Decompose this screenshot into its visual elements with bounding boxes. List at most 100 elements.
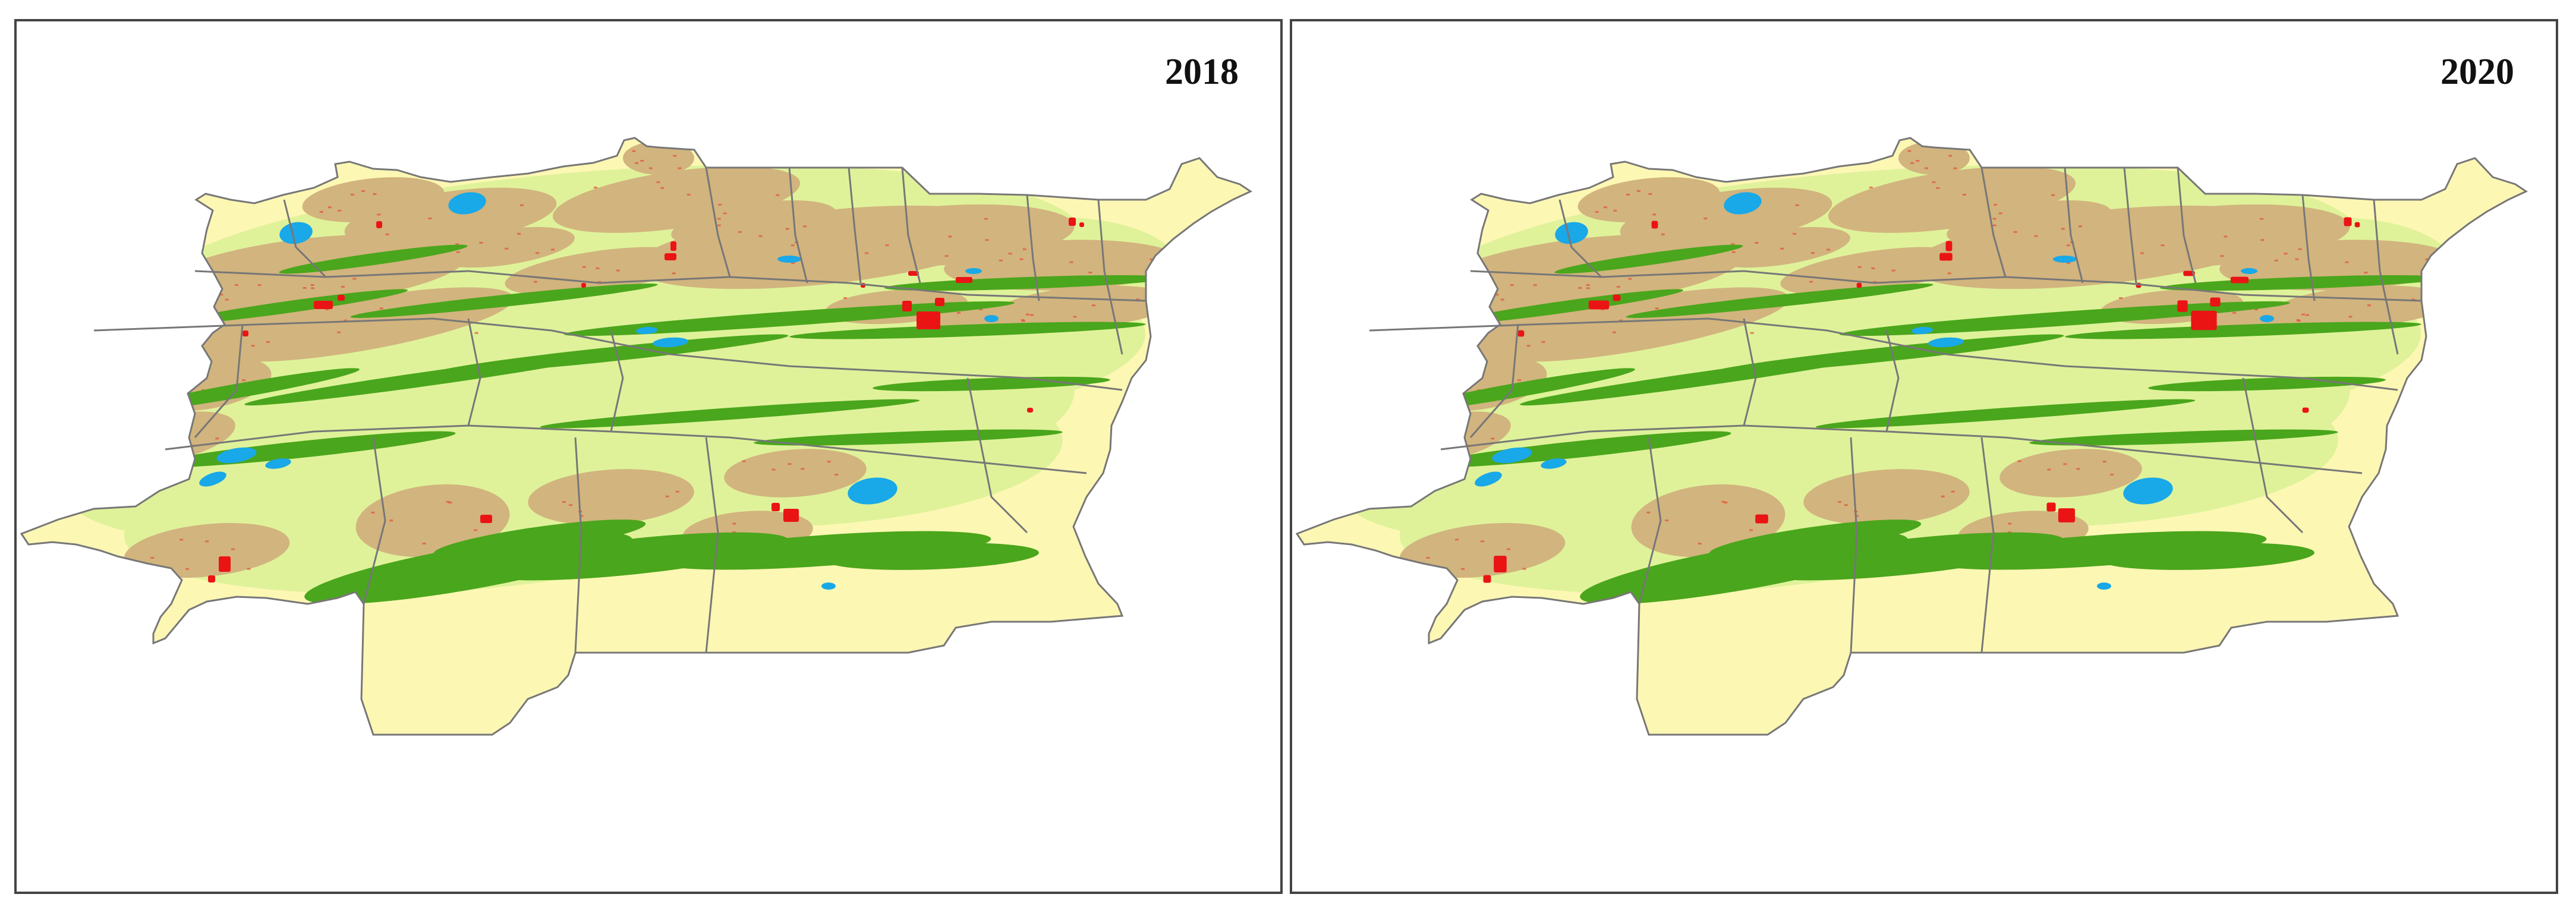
farmland-speckle: [1636, 190, 1640, 193]
farmland-speckle: [2411, 298, 2416, 301]
farmland-speckle: [455, 243, 459, 245]
farmland-speckle: [1628, 278, 1632, 280]
farmland-speckle: [1731, 251, 1736, 253]
forest-area: [1709, 334, 2064, 374]
farmland-speckle: [2078, 225, 2082, 228]
farmland-speckle: [2224, 235, 2228, 238]
urban-area: [1517, 330, 1525, 337]
farmland-speckle: [536, 252, 540, 254]
county-boundary: [1980, 437, 1995, 653]
farmland-speckle: [198, 292, 202, 295]
map-panel-2018: 2018: [14, 19, 1283, 894]
farmland-speckle: [1069, 261, 1073, 263]
water-body: [1555, 222, 1588, 244]
farmland-speckle: [341, 286, 345, 288]
urban-area: [1651, 221, 1658, 229]
farmland-speckle: [1603, 206, 1607, 209]
map-panel-2020: 2020: [1290, 19, 2558, 894]
urban-area: [1856, 282, 1862, 288]
county-boundary: [194, 270, 1147, 302]
farmland-speckle: [678, 167, 682, 169]
county-boundary: [363, 437, 386, 605]
county-boundary: [610, 330, 624, 432]
farmland-speckle: [2260, 239, 2265, 241]
farmland-speckle: [1992, 224, 1996, 226]
urban-area: [480, 515, 492, 523]
farmland-speckle: [648, 167, 653, 169]
farmland-speckle: [1467, 294, 1472, 297]
farmland-speckle: [2274, 259, 2278, 262]
forest-area: [1554, 244, 1743, 274]
farmland-speckle: [1481, 540, 1485, 543]
county-boundary: [788, 167, 808, 284]
farmland-speckle: [788, 463, 792, 465]
farmland-speckle: [1655, 307, 1659, 310]
farmland-speckle: [802, 225, 807, 228]
farmland-speckle: [1578, 287, 1582, 289]
urban-area: [1193, 241, 1199, 247]
farmland-speckle: [1932, 181, 1936, 184]
farmland-speckle: [580, 515, 584, 517]
forest-area: [172, 289, 408, 325]
farmland-speckle: [758, 235, 763, 237]
farmland-speckle: [1088, 272, 1092, 274]
farmland-speckle: [182, 432, 186, 435]
farmland-speckle: [1008, 253, 1012, 255]
farmland-speckle: [957, 311, 961, 314]
farmland-speckle: [266, 341, 270, 343]
forest-area: [350, 284, 658, 318]
forest-area: [659, 531, 991, 570]
farmland-speckle: [2013, 231, 2017, 233]
county-boundary: [966, 377, 1028, 534]
farmland-speckle: [1471, 336, 1475, 339]
region-outline: [20, 137, 1253, 736]
farmland-speckle: [616, 269, 620, 272]
water-body: [1724, 192, 1762, 215]
farmland-area: [623, 141, 694, 175]
farmland-speckle: [448, 501, 452, 503]
farmland-speckle: [2345, 261, 2349, 263]
farmland-speckle: [686, 194, 691, 196]
water-body: [2053, 256, 2077, 263]
farmland-speckle: [2232, 311, 2237, 314]
farmland-speckle: [219, 294, 223, 296]
farmland-speckle: [885, 244, 889, 247]
forest-area: [1934, 531, 2267, 570]
farmland-area: [433, 226, 575, 268]
forest-area: [433, 334, 789, 374]
urban-area: [2468, 241, 2476, 248]
farmland-speckle: [2297, 320, 2301, 322]
farmland-speckle: [344, 319, 348, 322]
farmland-speckle: [2284, 253, 2288, 255]
forest-area: [433, 520, 646, 558]
farmland-speckle: [373, 193, 377, 195]
farmland-speckle: [2348, 316, 2353, 318]
farmland-speckle: [1844, 504, 1848, 506]
urban-area: [2177, 300, 2188, 312]
county-boundary: [93, 317, 1123, 391]
farmland-speckle: [1533, 284, 1537, 287]
forest-area: [884, 275, 1170, 291]
farmland-speckle: [179, 539, 184, 541]
farmland-speckle: [2007, 531, 2011, 533]
farmland-speckle: [732, 531, 736, 533]
farmland-speckle: [2429, 295, 2433, 298]
urban-area: [1929, 140, 1936, 146]
farmland-speckle: [352, 278, 357, 280]
farmland-speckle: [371, 511, 375, 514]
county-boundary: [705, 437, 719, 653]
farmland-speckle: [1426, 556, 1430, 559]
county-boundary: [1638, 437, 1662, 605]
farmland-speckle: [1948, 155, 1953, 157]
urban-area: [956, 277, 972, 283]
farmland-speckle: [1026, 313, 1030, 316]
water-body: [279, 222, 313, 244]
farmland-speckle: [361, 190, 365, 193]
urban-area: [654, 140, 660, 145]
farmland-speckle: [225, 298, 229, 301]
forest-area: [1709, 520, 1922, 558]
farmland-speckle: [1441, 434, 1446, 436]
farmland-speckle: [533, 281, 537, 283]
water-body: [821, 583, 836, 590]
farmland-speckle: [1435, 422, 1439, 424]
